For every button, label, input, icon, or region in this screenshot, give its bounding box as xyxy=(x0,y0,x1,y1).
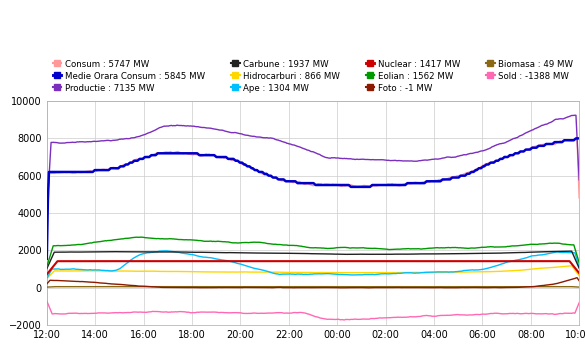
Legend: Consum : 5747 MW, Medie Orara Consum : 5845 MW, Productie : 7135 MW, Carbune : 1: Consum : 5747 MW, Medie Orara Consum : 5… xyxy=(51,58,575,95)
